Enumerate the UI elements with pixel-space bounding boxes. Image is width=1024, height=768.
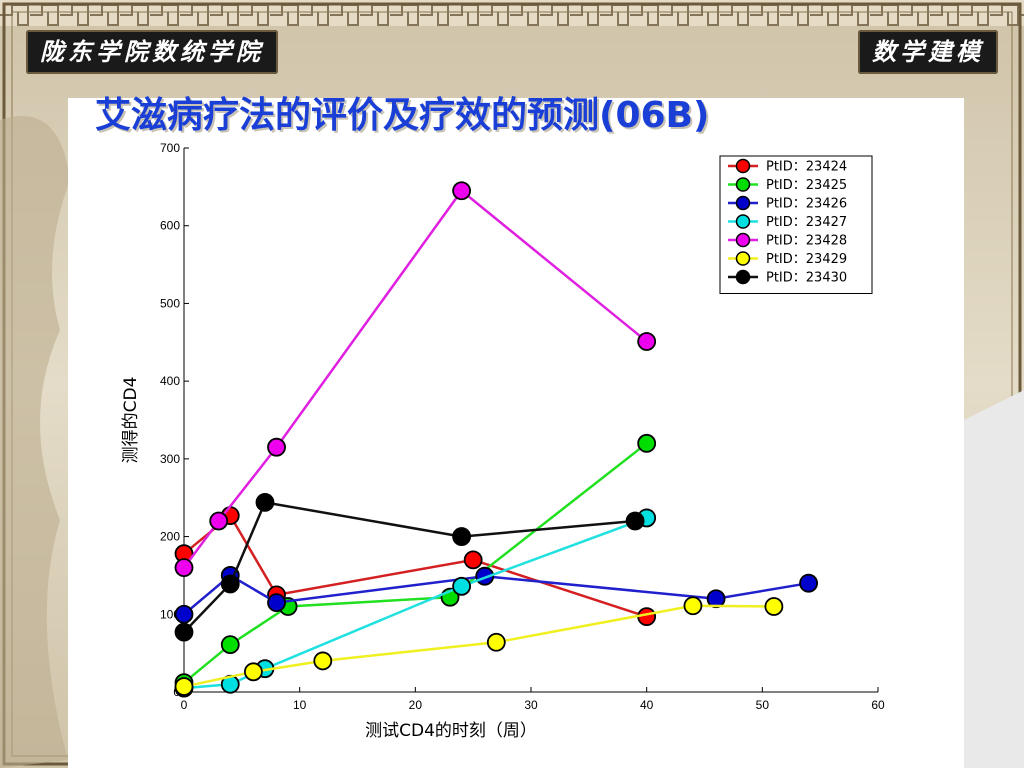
data-point [313, 651, 333, 671]
series-line [183, 442, 648, 684]
series-2 [174, 566, 818, 624]
data-point [764, 597, 784, 616]
legend-label: PtID：23427 [766, 215, 847, 230]
series-5 [174, 596, 784, 696]
legend-swatch-marker [735, 195, 751, 211]
data-point [174, 558, 194, 578]
x-tick-label: 60 [871, 698, 885, 712]
legend-label: PtID：23429 [766, 252, 847, 267]
data-point [799, 573, 818, 593]
y-axis-label: 测得的CD4 [121, 377, 141, 464]
course-badge: 数学建模 [858, 30, 998, 74]
data-point [463, 550, 483, 570]
x-tick-label: 50 [756, 698, 770, 712]
data-point [486, 632, 506, 652]
y-tick-label: 600 [160, 219, 180, 233]
legend-swatch-marker [735, 269, 751, 285]
data-point [255, 492, 275, 512]
data-point [174, 622, 194, 642]
data-point [267, 593, 286, 613]
data-point [706, 589, 726, 609]
data-point [267, 437, 286, 457]
x-tick-label: 0 [181, 698, 188, 712]
data-point [452, 181, 472, 201]
y-tick-label: 700 [160, 141, 180, 155]
x-tick-label: 30 [524, 698, 538, 712]
series-line [183, 500, 636, 634]
y-tick-label: 500 [160, 296, 180, 310]
data-point [209, 511, 229, 531]
y-tick-label: 300 [160, 452, 180, 466]
x-tick-label: 10 [293, 698, 307, 712]
y-tick-label: 200 [160, 530, 180, 544]
legend-swatch-marker [735, 214, 751, 229]
series-1 [174, 433, 657, 693]
school-badge: 陇东学院数统学院 [26, 30, 278, 74]
legend-label: PtID：23430 [766, 271, 847, 286]
data-point [625, 511, 645, 531]
legend-swatch-marker [735, 158, 751, 174]
x-axis-label: 测试CD4的时刻（周） [365, 721, 537, 741]
legend-label: PtID：23425 [766, 178, 847, 193]
legend-swatch-marker [735, 177, 751, 192]
data-point [452, 576, 472, 596]
series-6 [174, 492, 645, 642]
y-tick-label: 400 [160, 374, 180, 388]
legend-swatch-marker [735, 251, 751, 266]
data-point [174, 677, 194, 696]
data-point [452, 527, 472, 546]
data-point [220, 574, 240, 594]
slide-title: 艾滋病疗法的评价及疗效的预测(06B) [95, 95, 710, 136]
data-point [683, 596, 703, 616]
series-line [183, 604, 774, 688]
chart-panel: 01020304050600100200300400500600700测试CD4… [68, 98, 964, 768]
data-point [220, 635, 240, 654]
x-tick-label: 20 [409, 698, 423, 712]
legend-label: PtID：23424 [766, 160, 847, 175]
legend-label: PtID：23428 [766, 234, 847, 249]
legend: PtID：23424 PtID：23425 PtID：23426 PtID：23427… [719, 155, 873, 294]
y-tick-label: 100 [160, 607, 180, 621]
data-point [637, 433, 657, 453]
legend-swatch-marker [735, 232, 751, 248]
data-point [637, 332, 657, 351]
series-4 [174, 181, 657, 578]
data-point [243, 662, 263, 682]
legend-label: PtID：23426 [766, 197, 847, 212]
data-point [174, 604, 194, 624]
cd4-line-chart: 01020304050600100200300400500600700测试CD4… [121, 141, 885, 741]
series-line [182, 188, 648, 569]
x-tick-label: 40 [640, 698, 654, 712]
